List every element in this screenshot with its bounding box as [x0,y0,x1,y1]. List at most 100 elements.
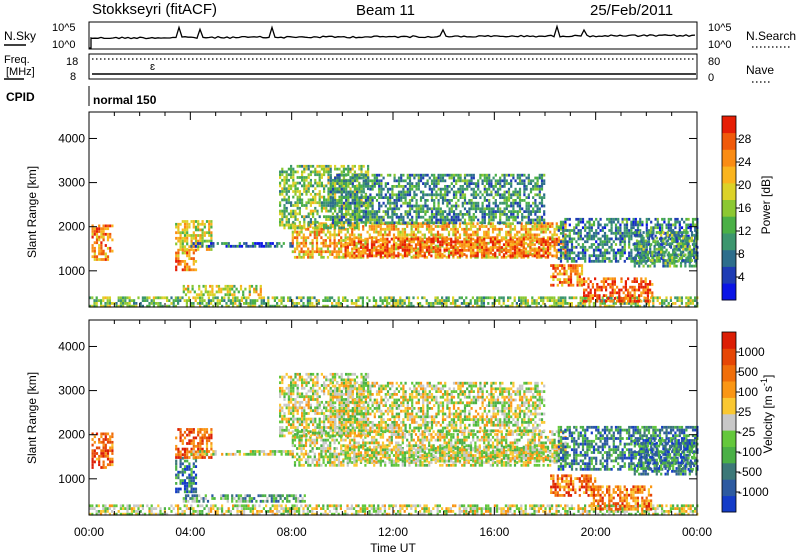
beam-title: Beam 11 [356,2,415,19]
colorbar-segment-10 [722,332,736,349]
colorbar-segment-2 [722,249,736,267]
nsky-tick-top: 10^5 [52,22,76,34]
colorbar-segment-5 [722,199,736,217]
colorbar-label-2: 100 [738,385,758,399]
colorbar-segment-0 [722,283,736,301]
scatter-region-2 [175,248,198,272]
nave-label: Nave [746,63,774,77]
colorbar-segment-10 [722,116,736,134]
ytick-label-1: 2000 [58,428,85,442]
scatter-region-9 [329,381,546,433]
freq-tick-bottom: 8 [70,71,76,83]
velocity-xlabel: Time UT [370,541,416,554]
scatter-region-1 [89,504,699,516]
scatter-region-12 [583,277,654,303]
colorbar-segment-6 [722,397,736,415]
power-heatmap-data [89,164,699,308]
cpid-value: normal 150 [93,93,157,107]
scatter-region-12 [590,485,653,511]
freq-label-1: Freq. [4,54,30,66]
power-ylabel: Slant Range [km] [25,166,39,258]
colorbar-label-2: 12 [738,224,752,238]
colorbar-frame [721,331,737,513]
colorbar-label-5: -100 [738,445,762,459]
ytick-label-0: 1000 [58,264,85,278]
nsky-tick-bottom: 10^0 [52,39,76,51]
colorbar-label-0: 1000 [738,345,765,359]
scatter-region-7 [342,237,558,258]
colorbar-segment-8 [722,149,736,167]
station-title: Stokkseyri (fitACF) [92,1,217,18]
colorbar-segment-5 [722,413,736,431]
scatter-region-1 [89,296,699,308]
scatter-region-4 [175,428,213,459]
scatter-region-11 [550,474,597,497]
velocity-colorbar: 1000 500 100 25 -25 -100 -500 -1000 [721,331,769,513]
velocity-ylabel: Slant Range [km] [25,372,39,464]
colorbar-segment-9 [722,348,736,366]
colorbar-segment-7 [722,166,736,184]
scatter-region-7 [342,445,558,463]
colorbar-label-3: 25 [738,405,752,419]
colorbar-segment-1 [722,479,736,497]
freq-panel-frame [88,53,698,80]
nave-tick-bottom: 0 [708,72,714,84]
ytick-label-1: 2000 [58,220,85,234]
nsearch-tick-bottom: 10^0 [708,39,732,51]
colorbar-segment-7 [722,381,736,398]
colorbar-label-7: -1000 [738,485,769,499]
colorbar-label-5: 24 [738,155,752,169]
xtick-label-6: 00:00 [682,525,712,539]
power-colorbar-label: Power [dB] [759,176,773,235]
scatter-region-3 [182,284,262,297]
colorbar-label-0: 4 [738,270,745,284]
colorbar-segment-2 [722,462,736,480]
power-axes: 1000 2000 3000 4000 [58,112,698,307]
colorbar-label-4: 20 [738,178,752,192]
nave-tick-top: 80 [708,56,720,68]
nsky-trace [89,24,696,49]
xtick-label-5: 20:00 [581,525,611,539]
freq-label-2: [MHz] [6,66,35,78]
scatter-region-0 [91,432,114,469]
power-panel: 1000 2000 3000 4000 Slant Range [km] [25,111,699,308]
freq-spike-mark: ɛ [150,61,155,73]
xtick-label-3: 12:00 [378,525,408,539]
colorbar-segment-1 [722,266,736,284]
colorbar-label-6: 28 [738,132,752,146]
nsearch-tick-top: 10^5 [708,22,732,34]
colorbar-label-1: 8 [738,247,745,261]
colorbar-segment-6 [722,182,736,200]
scatter-region-2 [175,456,198,494]
xtick-label-1: 04:00 [175,525,205,539]
scatter-region-3 [182,494,306,503]
nsearch-label: N.Search [746,29,796,43]
ytick-label-0: 1000 [58,472,85,486]
xtick-label-4: 16:00 [479,525,509,539]
scatter-region-5 [190,450,294,456]
scatter-region-0 [91,224,114,261]
freq-tick-top: 18 [66,56,78,68]
colorbar-segment-3 [722,233,736,251]
colorbar-label-3: 16 [738,201,752,215]
colorbar-label-6: -500 [738,465,762,479]
scatter-region-13 [633,231,698,268]
ytick-label-2: 3000 [58,176,85,190]
nsky-panel-frame [88,21,698,50]
ytick-label-3: 4000 [58,131,85,145]
scatter-region-5 [190,242,294,248]
nsky-label: N.Sky [4,29,36,43]
colorbar-label-1: 500 [738,365,758,379]
date-title: 25/Feb/2011 [590,2,673,19]
colorbar-segment-9 [722,132,736,150]
xtick-label-0: 00:00 [74,525,104,539]
velocity-colorbar-label: Velocity [m s-1] [759,375,775,454]
colorbar-segment-4 [722,430,736,447]
scatter-region-11 [550,264,584,287]
colorbar-segment-3 [722,446,736,464]
velocity-panel: 1000 2000 3000 4000 00:00 04:00 08:00 12:00 16:0… [25,319,712,554]
xtick-label-2: 08:00 [277,525,307,539]
power-colorbar: 4 8 12 16 20 24 28 [721,115,752,301]
colorbar-segment-0 [722,495,736,513]
